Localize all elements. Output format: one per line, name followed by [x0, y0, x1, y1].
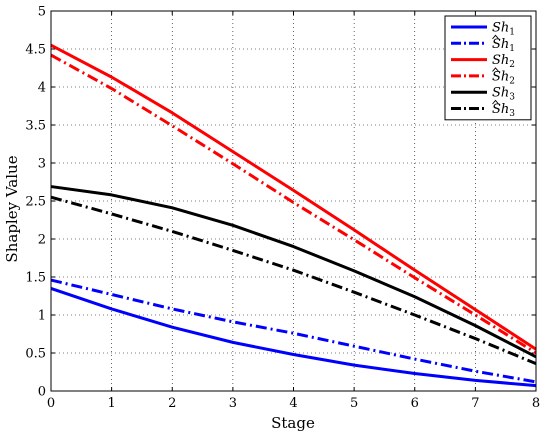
y-tick-label: 1: [38, 309, 46, 324]
x-tick-label: 4: [289, 396, 297, 411]
y-tick-label: 4.5: [25, 43, 46, 58]
x-tick-label: 8: [532, 396, 540, 411]
legend-hat-mark: [492, 67, 499, 72]
y-tick-label: 2.5: [25, 195, 46, 210]
x-tick-label: 7: [471, 396, 479, 411]
legend-label-1: Sh1: [492, 21, 515, 38]
legend-label-5: Sh3: [492, 86, 515, 103]
series-line-3: [50, 43, 537, 351]
x-tick-label: 6: [411, 396, 419, 411]
legend-label-4: Sh2: [492, 69, 515, 86]
series-lines: [50, 43, 537, 388]
y-tick-label: 3: [38, 157, 46, 172]
x-tick-label: 1: [107, 396, 115, 411]
y-tick-label: 4: [38, 81, 46, 96]
series-line-6: [50, 195, 537, 366]
legend-box: [444, 15, 532, 121]
x-tick-label: 3: [229, 396, 237, 411]
y-tick-label: 5: [38, 5, 46, 20]
series-line-1: [50, 286, 537, 388]
x-tick-label: 0: [47, 396, 55, 411]
x-tick-labels: 0 1 2 3 4 5 6 7 8: [47, 396, 540, 411]
legend-label-6: Sh3: [492, 102, 515, 119]
series-line-5: [50, 185, 537, 359]
legend-label-2: Sh1: [492, 37, 515, 54]
y-tick-label: 1.5: [25, 271, 46, 286]
y-tick-label: 0: [38, 385, 46, 400]
legend-label-3: Sh2: [492, 53, 515, 70]
y-tick-labels: 0 0.5 1 1.5 2 2.5 3 3.5 4 4.5 5: [25, 5, 46, 400]
y-axis-label: Shapley Value: [3, 155, 21, 262]
legend-hat-mark: [492, 99, 499, 105]
x-tick-label: 5: [350, 396, 358, 411]
legend-hat-mark: [492, 34, 499, 40]
x-tick-label: 2: [168, 396, 176, 411]
y-tick-label: 0.5: [25, 347, 46, 362]
plot-frame: [50, 10, 537, 392]
x-axis-label: Stage: [271, 414, 315, 432]
y-tick-label: 3.5: [25, 119, 46, 134]
series-line-4: [50, 53, 537, 355]
y-tick-label: 2: [38, 233, 46, 248]
